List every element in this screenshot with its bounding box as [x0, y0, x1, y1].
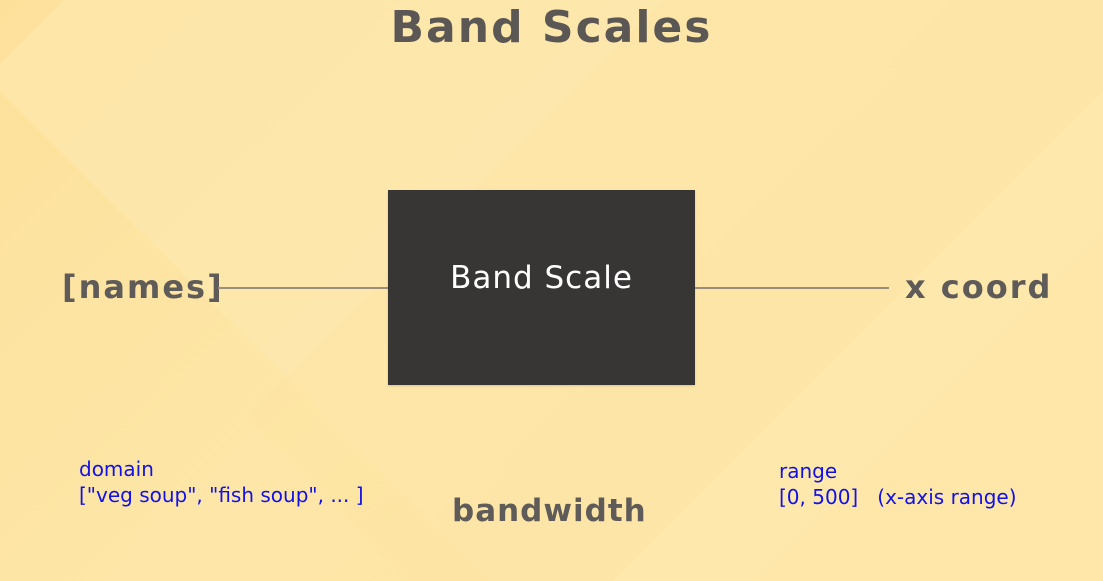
band-scale-label: Band Scale: [450, 260, 633, 296]
domain-note-title: domain: [79, 457, 154, 481]
output-connector: [695, 287, 889, 289]
band-scale-box: Band Scale: [388, 190, 695, 385]
input-label: [names]: [62, 268, 224, 306]
output-label: x coord: [905, 268, 1053, 306]
bandwidth-label: bandwidth: [452, 493, 647, 529]
input-connector: [218, 287, 389, 289]
domain-note-values: ["veg soup", "fish soup", ... ]: [79, 483, 364, 507]
domain-note: domain ["veg soup", "fish soup", ... ]: [79, 456, 364, 508]
page-title: Band Scales: [390, 2, 713, 53]
range-note: range [0, 500] (x-axis range): [779, 458, 1017, 510]
range-note-values: [0, 500] (x-axis range): [779, 485, 1017, 509]
range-note-title: range: [779, 459, 838, 483]
